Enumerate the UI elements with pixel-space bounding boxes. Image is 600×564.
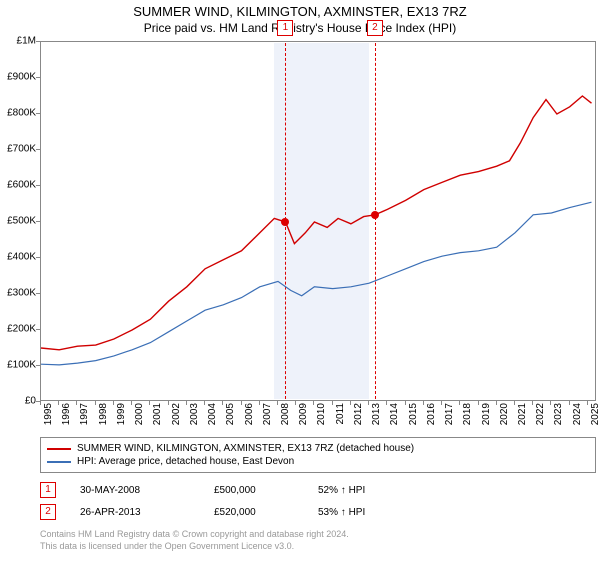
footer-line: This data is licensed under the Open Gov… bbox=[40, 541, 596, 553]
x-tick-label: 2008 bbox=[280, 403, 291, 425]
x-tick-label: 2013 bbox=[371, 403, 382, 425]
x-tick-label: 2011 bbox=[335, 403, 346, 425]
legend-label: SUMMER WIND, KILMINGTON, AXMINSTER, EX13… bbox=[77, 443, 414, 454]
x-tick-label: 2014 bbox=[389, 403, 400, 425]
y-tick-label: £900K bbox=[0, 72, 36, 83]
x-tick-label: 2000 bbox=[134, 403, 145, 425]
chart: 1 2 £0£100K£200K£300K£400K£500K£600K£700… bbox=[40, 41, 596, 401]
legend-label: HPI: Average price, detached house, East… bbox=[77, 456, 294, 467]
x-tick-label: 2009 bbox=[298, 403, 309, 425]
x-tick-label: 2007 bbox=[262, 403, 273, 425]
x-tick-label: 1998 bbox=[98, 403, 109, 425]
x-tick-label: 1996 bbox=[61, 403, 72, 425]
sale-row: 2 26-APR-2013 £520,000 53% ↑ HPI bbox=[40, 501, 596, 523]
sale-date: 26-APR-2013 bbox=[80, 507, 190, 518]
y-tick-label: £200K bbox=[0, 324, 36, 335]
x-tick-label: 2025 bbox=[590, 403, 600, 425]
sale-row: 1 30-MAY-2008 £500,000 52% ↑ HPI bbox=[40, 479, 596, 501]
x-tick-label: 2024 bbox=[572, 403, 583, 425]
y-tick-label: £100K bbox=[0, 360, 36, 371]
y-tick-label: £1M bbox=[0, 36, 36, 47]
sales-list: 1 30-MAY-2008 £500,000 52% ↑ HPI 2 26-AP… bbox=[40, 479, 596, 523]
x-tick-label: 2020 bbox=[499, 403, 510, 425]
legend-row: HPI: Average price, detached house, East… bbox=[47, 455, 589, 468]
sale-hpi: 52% ↑ HPI bbox=[318, 485, 408, 496]
y-tick-label: £800K bbox=[0, 108, 36, 119]
sale-dot-2 bbox=[371, 211, 379, 219]
x-tick-label: 1999 bbox=[116, 403, 127, 425]
x-tick-label: 2005 bbox=[225, 403, 236, 425]
x-tick-label: 2010 bbox=[316, 403, 327, 425]
x-tick-label: 1995 bbox=[43, 403, 54, 425]
legend-swatch bbox=[47, 461, 71, 463]
sale-dot-1 bbox=[281, 218, 289, 226]
y-tick-label: £500K bbox=[0, 216, 36, 227]
x-tick-label: 2002 bbox=[171, 403, 182, 425]
page-subtitle: Price paid vs. HM Land Registry's House … bbox=[0, 21, 600, 35]
x-tick-label: 2017 bbox=[444, 403, 455, 425]
x-tick-label: 2015 bbox=[408, 403, 419, 425]
x-tick-label: 2006 bbox=[244, 403, 255, 425]
legend: SUMMER WIND, KILMINGTON, AXMINSTER, EX13… bbox=[40, 437, 596, 473]
sale-badge: 1 bbox=[40, 482, 56, 498]
sale-badge: 2 bbox=[40, 504, 56, 520]
x-tick-label: 2003 bbox=[189, 403, 200, 425]
x-tick-label: 2019 bbox=[481, 403, 492, 425]
sale-hpi: 53% ↑ HPI bbox=[318, 507, 408, 518]
y-tick-label: £0 bbox=[0, 396, 36, 407]
sale-price: £520,000 bbox=[214, 507, 294, 518]
legend-row: SUMMER WIND, KILMINGTON, AXMINSTER, EX13… bbox=[47, 442, 589, 455]
legend-swatch bbox=[47, 448, 71, 450]
page-title: SUMMER WIND, KILMINGTON, AXMINSTER, EX13… bbox=[0, 4, 600, 19]
footer-line: Contains HM Land Registry data © Crown c… bbox=[40, 529, 596, 541]
sale-marker-1: 1 bbox=[277, 20, 293, 36]
x-tick-label: 2021 bbox=[517, 403, 528, 425]
x-tick-label: 2018 bbox=[462, 403, 473, 425]
sale-date: 30-MAY-2008 bbox=[80, 485, 190, 496]
y-tick-label: £600K bbox=[0, 180, 36, 191]
y-tick-label: £700K bbox=[0, 144, 36, 155]
plot-area: 1 2 bbox=[40, 41, 596, 401]
sale-marker-2: 2 bbox=[367, 20, 383, 36]
x-tick-label: 1997 bbox=[79, 403, 90, 425]
y-tick-label: £400K bbox=[0, 252, 36, 263]
chart-lines bbox=[41, 42, 597, 402]
series-line bbox=[41, 96, 592, 350]
x-tick-label: 2023 bbox=[553, 403, 564, 425]
footer: Contains HM Land Registry data © Crown c… bbox=[40, 529, 596, 552]
y-tick-label: £300K bbox=[0, 288, 36, 299]
sale-price: £500,000 bbox=[214, 485, 294, 496]
x-tick-label: 2022 bbox=[535, 403, 546, 425]
x-tick-label: 2016 bbox=[426, 403, 437, 425]
x-tick-label: 2012 bbox=[353, 403, 364, 425]
x-tick-label: 2001 bbox=[152, 403, 163, 425]
x-tick-label: 2004 bbox=[207, 403, 218, 425]
series-line bbox=[41, 202, 592, 365]
